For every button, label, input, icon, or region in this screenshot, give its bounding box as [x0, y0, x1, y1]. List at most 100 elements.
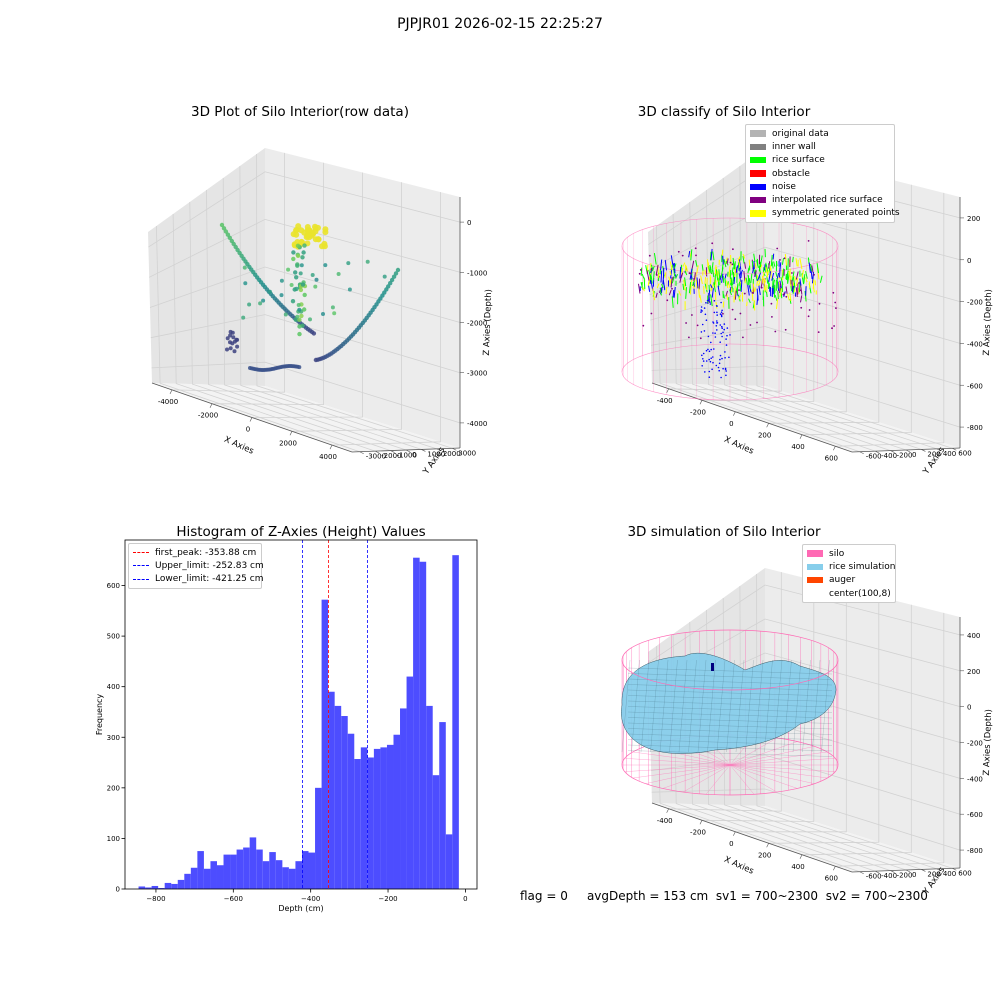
data-point: [711, 242, 714, 245]
data-point: [743, 292, 746, 295]
classify-legend: original data inner wall rice surface obsta…: [745, 124, 900, 224]
y-tick-label: 600: [107, 582, 120, 590]
data-point: [720, 376, 722, 379]
legend-label: noise: [772, 181, 796, 192]
data-point: [298, 287, 304, 293]
data-point: [323, 263, 328, 268]
data-point: [295, 243, 301, 248]
data-point: [304, 224, 311, 230]
mesh-line: [678, 659, 688, 753]
data-point: [713, 348, 715, 350]
data-point: [297, 331, 302, 337]
data-point: [807, 315, 810, 318]
histogram-bar: [151, 885, 159, 889]
data-point: [700, 275, 703, 285]
histogram-bar: [347, 733, 355, 889]
gridline: [206, 189, 407, 451]
y-tick: [375, 450, 380, 454]
z-tick-label: -4000: [467, 420, 487, 428]
gridline: [239, 165, 438, 450]
legend-swatch: [750, 156, 766, 164]
data-point: [740, 279, 743, 292]
legend-item: rice simulation: [803, 560, 895, 573]
histogram-bar: [354, 759, 361, 889]
flag-text: flag = 0: [520, 889, 568, 903]
simulation-marks: [621, 629, 839, 796]
data-point: [724, 357, 726, 359]
data-point: [668, 289, 672, 296]
x-tick: [169, 389, 173, 395]
data-point: [805, 286, 807, 296]
data-point: [724, 351, 726, 353]
data-point: [346, 261, 351, 266]
data-point: [712, 269, 715, 278]
data-point: [791, 272, 793, 274]
data-point: [661, 283, 664, 289]
data-point: [718, 269, 721, 281]
mesh-line: [707, 659, 716, 753]
data-point: [293, 226, 300, 233]
data-point: [641, 273, 645, 279]
data-point: [783, 257, 786, 260]
y-tick-label: 600: [958, 449, 971, 457]
x-tick-label: 600: [825, 874, 838, 882]
data-point: [717, 366, 720, 369]
data-point: [297, 324, 302, 329]
mesh-line: [627, 678, 833, 686]
data-point: [725, 374, 727, 377]
data-point: [311, 331, 317, 336]
data-point: [705, 360, 708, 362]
data-point: [225, 347, 229, 352]
gridline: [668, 152, 782, 392]
data-point: [232, 349, 237, 354]
gridline: [651, 365, 961, 428]
data-point: [808, 309, 811, 311]
data-point: [703, 307, 706, 309]
data-point: [739, 279, 742, 286]
data-point: [756, 321, 758, 324]
data-point: [811, 265, 814, 273]
mesh-line: [754, 659, 764, 753]
data-point: [721, 335, 723, 338]
data-point: [729, 334, 731, 336]
gridline: [756, 573, 953, 869]
silo-wire: [729, 746, 815, 766]
sv1-text: sv1 = 700~2300: [715, 889, 819, 903]
y-tick-label: -400: [881, 872, 897, 880]
histogram-bar: [393, 734, 401, 889]
data-point: [780, 287, 783, 299]
histogram-bar: [223, 854, 231, 889]
data-point: [771, 316, 773, 318]
data-point: [713, 311, 716, 314]
z-axis-label: Z Axies (Depth): [482, 289, 494, 356]
data-point: [766, 291, 768, 298]
histogram-bar: [190, 867, 198, 889]
y-tick: [859, 451, 864, 454]
histogram-bar: [400, 708, 407, 889]
data-point: [382, 274, 387, 279]
legend-item: original data: [746, 127, 894, 140]
data-point: [747, 284, 750, 296]
data-point: [688, 272, 691, 275]
data-point: [833, 325, 835, 327]
data-point: [799, 289, 802, 292]
data-point: [744, 262, 747, 269]
data-point: [779, 267, 781, 278]
z-tick-label: -200: [967, 299, 983, 307]
x-tick-label: 0: [729, 840, 733, 848]
legend-label: center(100,8): [829, 588, 891, 599]
data-point: [660, 259, 663, 270]
data-point: [652, 288, 656, 301]
mesh-line: [627, 706, 833, 713]
data-point: [749, 324, 752, 326]
silo-wire: [645, 764, 731, 784]
gridline: [768, 596, 880, 844]
data-point: [754, 270, 757, 277]
x-tick: [766, 843, 769, 848]
data-point: [779, 288, 783, 298]
data-point: [700, 309, 702, 311]
data-point: [672, 289, 675, 298]
mesh-line: [627, 667, 833, 675]
data-point: [738, 259, 742, 270]
